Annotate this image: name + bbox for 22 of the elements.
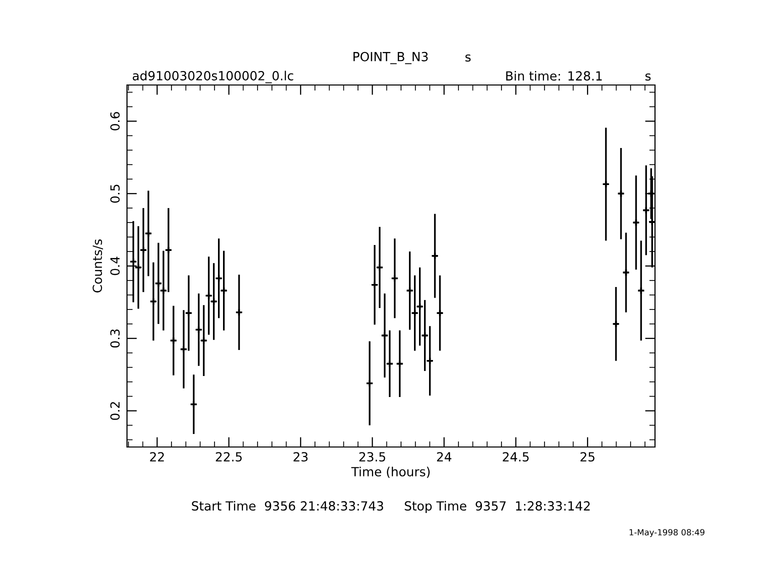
x-tick-label: 24 [437, 452, 452, 462]
y-tick-label: 0.2 [110, 402, 120, 420]
text: s [465, 54, 471, 62]
text: ad91003020s100002_0.lc [132, 70, 294, 84]
x-axis-title: Time (hours) [351, 466, 430, 478]
x-tick-label: 22 [150, 452, 164, 462]
text: 128.1 [568, 71, 602, 81]
text: Start Time 9356 21:48:33:743 Stop Time 9357 1:28:33:142 [192, 500, 590, 514]
text: 1-May-1998 08:49 [630, 529, 704, 538]
text: s [645, 73, 651, 81]
y-tick-label: 0.5 [110, 184, 120, 203]
x-tick-label: 25 [580, 452, 594, 462]
chart-title: POINT_B_N3 [354, 52, 428, 64]
text: Bin time: [506, 70, 560, 81]
x-tick-label: 23 [294, 452, 308, 462]
x-tick-label: 24.5 [502, 452, 529, 462]
y-axis-title: Counts/s [92, 239, 104, 292]
x-tick-label: 23.5 [359, 452, 386, 462]
y-tick-label: 0.3 [110, 329, 120, 348]
x-tick-label: 22.5 [216, 452, 242, 462]
y-tick-label: 0.6 [110, 112, 120, 130]
y-tick-label: 0.4 [110, 256, 120, 276]
